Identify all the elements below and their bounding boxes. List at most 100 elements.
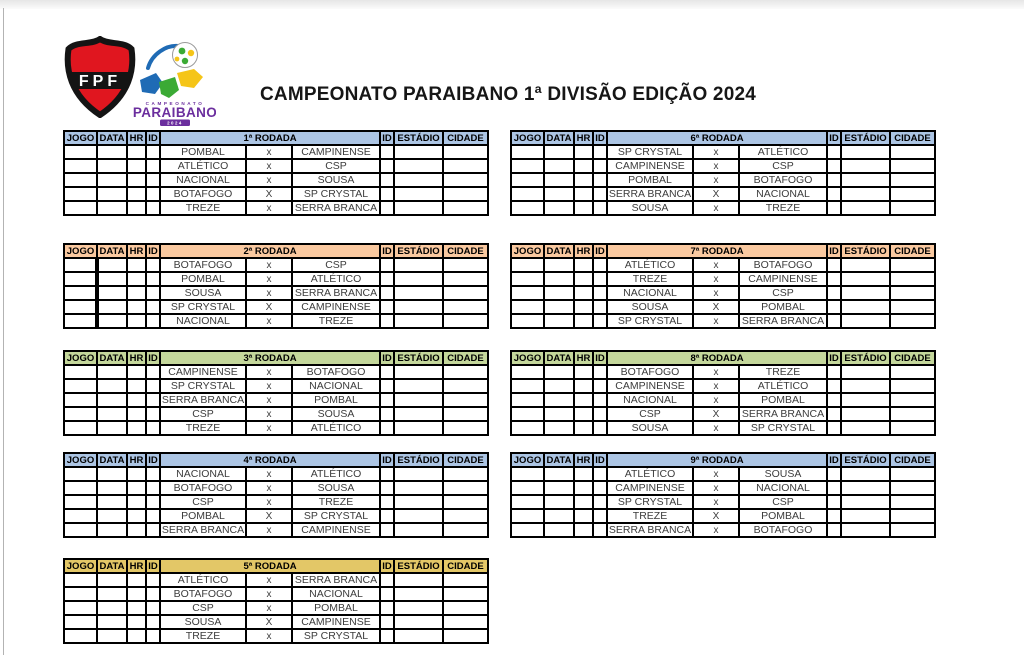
home-team: TREZE <box>159 420 247 436</box>
home-team: BOTAFOGO <box>159 480 247 496</box>
match-separator: X <box>692 299 740 315</box>
match-row: BOTAFOGO x TREZE <box>510 364 937 380</box>
match-row: NACIONAL x TREZE <box>63 313 490 329</box>
col-data: DATA <box>543 243 575 259</box>
id-cell-2 <box>379 586 396 602</box>
cidade-cell <box>889 392 937 408</box>
data-cell <box>543 420 575 436</box>
id-cell <box>145 614 161 630</box>
col-estadio: ESTÁDIO <box>840 350 892 366</box>
match-row: BOTAFOGO x SOUSA <box>63 480 490 496</box>
home-team: SP CRYSTAL <box>606 494 694 510</box>
jogo-cell <box>510 392 545 408</box>
col-data: DATA <box>96 350 128 366</box>
cidade-cell <box>889 420 937 436</box>
round-title: 9ª RODADA <box>605 452 829 468</box>
hr-cell <box>573 466 594 482</box>
data-cell <box>96 572 128 588</box>
col-data: DATA <box>543 130 575 146</box>
home-team: POMBAL <box>606 172 694 188</box>
data-cell <box>96 494 128 510</box>
round-title: 3ª RODADA <box>158 350 382 366</box>
away-team: SOUSA <box>737 466 829 482</box>
hr-cell <box>126 144 147 160</box>
jogo-cell <box>510 186 545 202</box>
cidade-cell <box>442 257 490 273</box>
cidade-cell <box>442 313 490 329</box>
estadio-cell <box>840 508 892 524</box>
round-table-7: JOGO DATA HR ID 7ª RODADA ID ESTÁDIO CID… <box>510 243 937 329</box>
round-table-9: JOGO DATA HR ID 9ª RODADA ID ESTÁDIO CID… <box>510 452 937 538</box>
away-team: CAMPINENSE <box>737 271 829 287</box>
match-separator: X <box>692 406 740 422</box>
estadio-cell <box>840 144 892 160</box>
jogo-cell <box>63 364 98 380</box>
match-separator: x <box>692 364 740 380</box>
data-cell <box>543 186 575 202</box>
hr-cell <box>573 200 594 216</box>
home-team: NACIONAL <box>606 285 694 301</box>
home-team: SOUSA <box>606 299 694 315</box>
data-cell <box>96 466 128 482</box>
id-cell <box>592 200 608 216</box>
cidade-cell <box>889 186 937 202</box>
id-cell <box>145 313 161 329</box>
estadio-cell <box>393 257 445 273</box>
cidade-cell <box>442 572 490 588</box>
home-team: TREZE <box>159 200 247 216</box>
match-row: BOTAFOGO x NACIONAL <box>63 586 490 602</box>
col-id-2: ID <box>826 452 843 468</box>
away-team: SP CRYSTAL <box>290 186 382 202</box>
match-separator: x <box>692 392 740 408</box>
estadio-cell <box>393 392 445 408</box>
jogo-cell <box>510 508 545 524</box>
hr-cell <box>573 271 594 287</box>
cidade-cell <box>889 364 937 380</box>
jogo-cell <box>510 420 545 436</box>
id-cell <box>592 172 608 188</box>
paraibano-logo: CAMPEONATO PARAIBANO 2024 <box>132 40 217 133</box>
id-cell-2 <box>379 628 396 644</box>
match-row: NACIONAL x POMBAL <box>510 392 937 408</box>
jogo-cell <box>63 572 98 588</box>
jogo-cell <box>510 285 545 301</box>
match-row: NACIONAL x SOUSA <box>63 172 490 188</box>
table-header-row: JOGO DATA HR ID 7ª RODADA ID ESTÁDIO CID… <box>510 243 937 259</box>
away-team: ATLÉTICO <box>737 144 829 160</box>
match-separator: x <box>692 285 740 301</box>
jogo-cell <box>63 299 99 315</box>
estadio-cell <box>393 172 445 188</box>
cidade-cell <box>442 494 490 510</box>
estadio-cell <box>393 285 445 301</box>
page-title: CAMPEONATO PARAIBANO 1ª DIVISÃO EDIÇÃO 2… <box>260 84 756 105</box>
hr-cell <box>126 285 147 301</box>
col-jogo: JOGO <box>63 558 98 574</box>
id-cell-2 <box>826 480 843 496</box>
match-row: SOUSA x SP CRYSTAL <box>510 420 937 436</box>
away-team: TREZE <box>290 494 382 510</box>
id-cell <box>145 392 161 408</box>
match-separator: x <box>692 420 740 436</box>
page-left-edge <box>3 8 4 655</box>
match-separator: x <box>245 200 293 216</box>
match-separator: x <box>245 378 293 394</box>
id-cell-2 <box>379 420 396 436</box>
hr-cell <box>126 420 147 436</box>
id-cell <box>592 420 608 436</box>
cidade-cell <box>889 144 937 160</box>
estadio-cell <box>840 466 892 482</box>
col-estadio: ESTÁDIO <box>840 130 892 146</box>
hr-cell <box>126 200 147 216</box>
away-team: TREZE <box>737 200 829 216</box>
away-team: SERRA BRANCA <box>737 406 829 422</box>
home-team: ATLÉTICO <box>606 257 694 273</box>
match-row: CSP x SOUSA <box>63 406 490 422</box>
cidade-cell <box>442 522 490 538</box>
estadio-cell <box>840 378 892 394</box>
estadio-cell <box>840 313 892 329</box>
data-cell <box>543 172 575 188</box>
jogo-cell <box>510 494 545 510</box>
jogo-cell <box>63 313 99 329</box>
hr-cell <box>573 186 594 202</box>
jogo-cell <box>510 480 545 496</box>
